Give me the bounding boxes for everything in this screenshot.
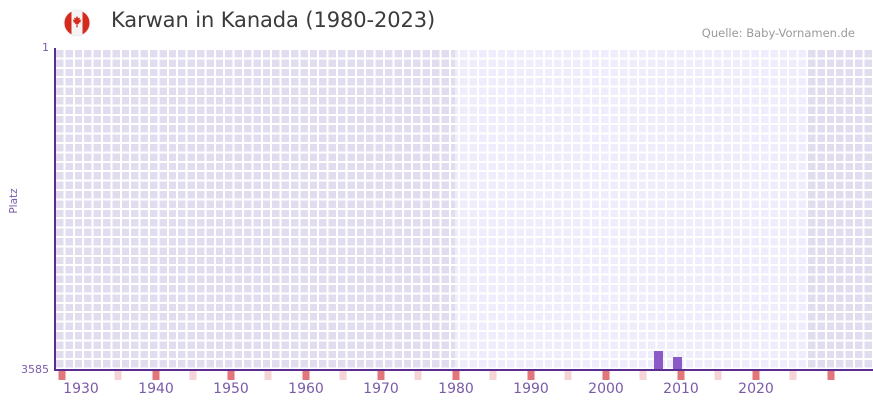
y-axis-line <box>54 48 56 371</box>
x-tick-major <box>677 371 685 380</box>
x-label-1960: 1960 <box>288 381 324 397</box>
x-tick-minor <box>789 371 797 380</box>
x-label-1970: 1970 <box>363 381 399 397</box>
bar-2006[interactable] <box>673 357 682 370</box>
x-label-1940: 1940 <box>138 381 174 397</box>
x-tick-major <box>527 371 535 380</box>
x-label-2020: 2020 <box>738 381 774 397</box>
x-tick-major <box>302 371 310 380</box>
x-tick-major <box>377 371 385 380</box>
x-tick-major <box>58 371 66 380</box>
x-label-2010: 2010 <box>663 381 699 397</box>
bar-2004[interactable] <box>654 351 663 370</box>
x-axis-line <box>54 369 873 371</box>
x-label-2000: 2000 <box>588 381 624 397</box>
x-label-1930: 1930 <box>63 381 99 397</box>
x-tick-minor <box>414 371 422 380</box>
x-tick-minor <box>489 371 497 380</box>
bars-container <box>54 48 873 370</box>
canada-flag-icon <box>63 9 91 37</box>
y-axis-bottom-label: 3585 <box>21 363 49 376</box>
x-tick-minor <box>564 371 572 380</box>
y-axis-top-label: 1 <box>42 41 49 54</box>
y-axis-title: Platz <box>8 188 20 214</box>
x-tick-minor <box>114 371 122 380</box>
x-tick-major <box>152 371 160 380</box>
x-tick-major <box>752 371 760 380</box>
x-tick-minor <box>714 371 722 380</box>
chart-header: Karwan in Kanada (1980-2023) Quelle: Bab… <box>0 0 873 46</box>
page-title: Karwan in Kanada (1980-2023) <box>111 8 436 32</box>
x-label-1990: 1990 <box>513 381 549 397</box>
x-tick-minor <box>339 371 347 380</box>
x-label-1950: 1950 <box>213 381 249 397</box>
x-tick-minor <box>264 371 272 380</box>
x-tick-major <box>227 371 235 380</box>
x-tick-major <box>827 371 835 380</box>
source-attribution: Quelle: Baby-Vornamen.de <box>701 26 855 40</box>
x-tick-major <box>602 371 610 380</box>
plot-area <box>54 48 873 370</box>
x-tick-minor <box>639 371 647 380</box>
x-tick-minor <box>189 371 197 380</box>
x-label-1980: 1980 <box>438 381 474 397</box>
x-tick-major <box>452 371 460 380</box>
